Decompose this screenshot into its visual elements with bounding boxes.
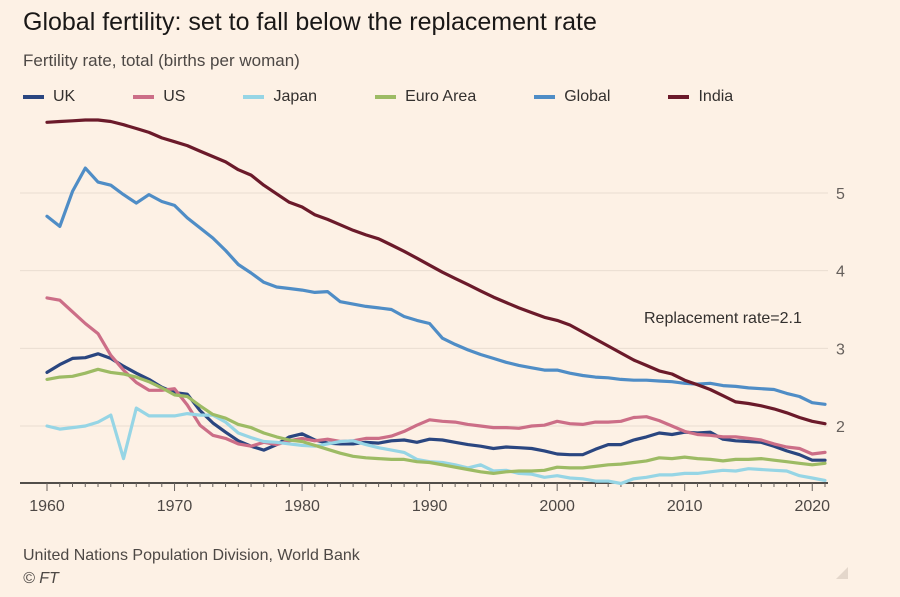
series-line-india	[45, 118, 827, 426]
legend-swatch-india	[668, 95, 690, 99]
y-tick-label-2: 2	[836, 419, 845, 436]
series-line-global	[45, 166, 827, 406]
copyright-note: © FT	[23, 570, 59, 587]
x-tick-label-2000: 2000	[539, 498, 575, 515]
legend-label-global: Global	[564, 88, 611, 105]
legend-item-euro-area: Euro Area	[375, 88, 476, 106]
legend-label-us: US	[163, 88, 186, 105]
legend-label-uk: UK	[53, 88, 76, 105]
x-tick-label-1980: 1980	[284, 498, 320, 515]
legend-swatch-euro-area	[375, 95, 397, 99]
legend-swatch-uk	[23, 95, 44, 99]
annotation-replacement-rate: Replacement rate=2.1	[644, 310, 802, 327]
x-tick-label-1960: 1960	[29, 498, 65, 515]
legend-label-japan: Japan	[273, 88, 318, 105]
y-tick-label-3: 3	[836, 341, 845, 358]
legend-item-japan: Japan	[243, 88, 317, 106]
source-note: United Nations Population Division, Worl…	[23, 547, 360, 564]
series-line-euro-area	[45, 367, 827, 475]
series-line-us	[45, 296, 827, 456]
corner-fold-icon	[836, 567, 848, 579]
y-tick-label-5: 5	[836, 186, 845, 203]
legend-swatch-japan	[243, 95, 265, 99]
chart-subtitle: Fertility rate, total (births per woman)	[23, 51, 300, 70]
legend-item-uk: UK	[23, 88, 75, 106]
chart-title: Global fertility: set to fall below the …	[23, 8, 597, 36]
legend-swatch-us	[133, 95, 155, 99]
legend: UK US Japan Euro Area Global India	[23, 88, 733, 106]
legend-swatch-global	[534, 95, 556, 99]
series-line-uk	[45, 352, 827, 462]
y-tick-label-4: 4	[836, 264, 845, 281]
legend-item-india: India	[668, 88, 733, 106]
legend-label-euro-area: Euro Area	[405, 88, 477, 105]
x-tick-label-2020: 2020	[794, 498, 830, 515]
legend-item-global: Global	[534, 88, 610, 106]
x-tick-label-1990: 1990	[412, 498, 448, 515]
x-tick-label-1970: 1970	[157, 498, 193, 515]
x-tick-label-2010: 2010	[667, 498, 703, 515]
legend-label-india: India	[698, 88, 734, 105]
legend-item-us: US	[133, 88, 185, 106]
